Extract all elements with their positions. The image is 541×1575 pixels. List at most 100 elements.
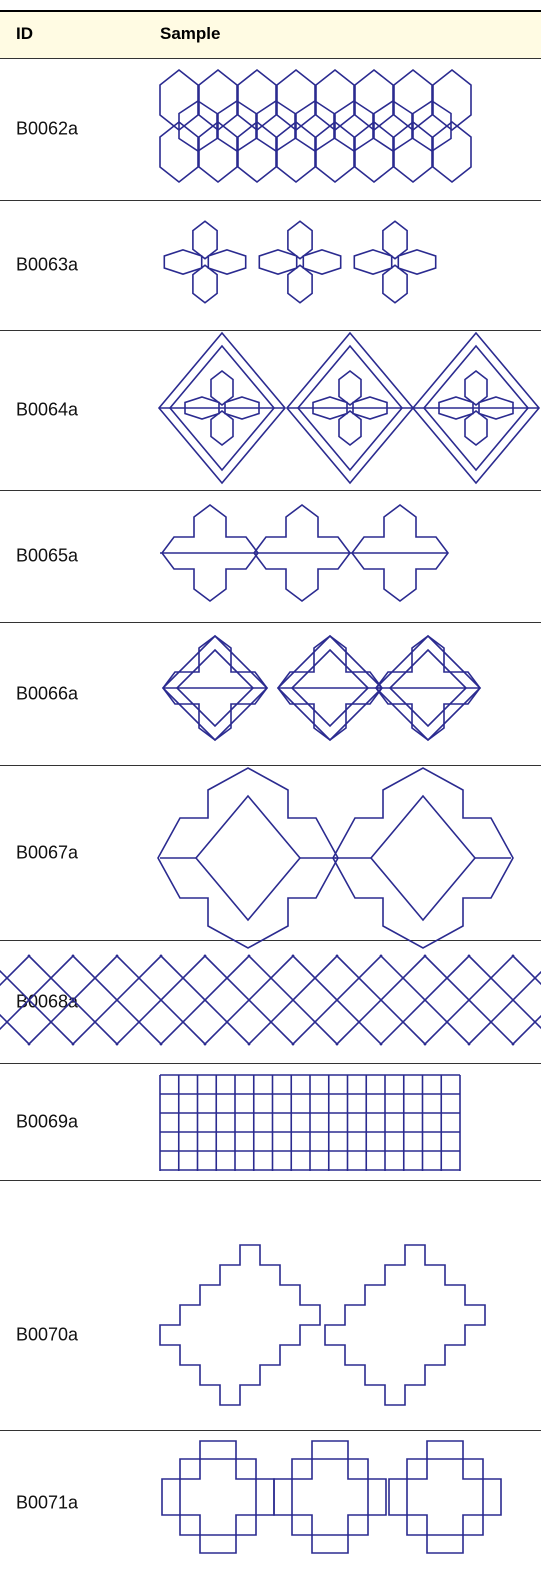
pattern-stroke: [287, 264, 313, 304]
row-id: B0064a: [16, 399, 79, 420]
pattern-stroke: [175, 648, 255, 728]
pattern-stroke: [464, 369, 488, 407]
pattern-stroke: [115, 954, 207, 1046]
row-separator: [0, 330, 541, 331]
row-id: B0067a: [16, 842, 79, 862]
pattern-stroke: [382, 264, 408, 304]
pattern-stroke: [324, 1244, 486, 1406]
pattern-stroke: [0, 954, 31, 987]
pattern-stroke: [351, 504, 449, 602]
pattern-stroke: [423, 954, 515, 1046]
pattern-stroke: [332, 767, 514, 949]
pattern-stroke: [338, 369, 362, 407]
pattern-stroke: [374, 634, 482, 742]
row-id: B0068a: [16, 991, 79, 1011]
pattern-stroke: [161, 504, 259, 602]
row-separator: [0, 765, 541, 766]
pattern-stroke: [198, 120, 238, 184]
pattern-stroke: [203, 954, 295, 1046]
pattern-stroke: [467, 970, 541, 1046]
pattern-stroke: [0, 1013, 31, 1046]
row-id: B0069a: [16, 1111, 79, 1131]
pattern-stroke: [178, 100, 218, 152]
pattern-stroke: [464, 409, 488, 447]
pattern-stroke: [210, 369, 234, 407]
pattern-stroke: [159, 954, 251, 1046]
row-separator: [0, 490, 541, 491]
pattern-stroke: [168, 344, 276, 472]
pattern-stroke: [478, 396, 514, 420]
pattern-stroke: [273, 1440, 387, 1554]
pattern-stroke: [353, 249, 393, 275]
pattern-stroke: [393, 120, 433, 184]
pattern-stroke: [207, 249, 247, 275]
pattern-stroke: [253, 504, 351, 602]
row-id: B0070a: [16, 1324, 79, 1345]
pattern-stroke: [0, 969, 75, 1046]
pattern-stroke: [247, 954, 339, 1046]
pattern-stroke: [411, 331, 541, 485]
pattern-stroke: [352, 396, 388, 420]
row-separator: [0, 1180, 541, 1181]
pattern-stroke: [256, 100, 296, 152]
row-id: B0066a: [16, 683, 79, 703]
pattern-stroke: [192, 264, 218, 304]
row-separator: [0, 1063, 541, 1064]
pattern-stroke: [375, 635, 481, 741]
pattern-stroke: [258, 249, 298, 275]
pattern-stroke: [388, 648, 468, 728]
pattern-stroke: [382, 220, 408, 260]
pattern-stroke: [157, 331, 287, 485]
row-separator: [0, 940, 541, 941]
pattern-stroke: [315, 120, 355, 184]
pattern-stroke: [210, 409, 234, 447]
table-header: ID Sample: [0, 10, 541, 59]
pattern-stroke: [295, 100, 335, 152]
pattern-stroke: [432, 68, 472, 132]
pattern-stroke: [373, 100, 413, 152]
row-id: B0071a: [16, 1492, 79, 1512]
row-id: B0063a: [16, 254, 79, 275]
pattern-stroke: [438, 396, 474, 420]
pattern-stroke: [388, 1440, 502, 1554]
pattern-stroke: [162, 635, 268, 741]
pattern-stroke: [354, 120, 394, 184]
pattern-stroke: [406, 1458, 484, 1536]
row-id: B0065a: [16, 545, 79, 566]
pattern-stroke: [161, 1440, 275, 1554]
pattern-stroke: [296, 344, 404, 472]
pattern-stroke: [159, 1244, 321, 1406]
pattern-stroke: [291, 1458, 369, 1536]
pattern-stroke: [27, 954, 119, 1046]
pattern-stroke: [159, 120, 199, 184]
row-id: B0062a: [16, 118, 79, 138]
pattern-stroke: [71, 954, 163, 1046]
pattern-stroke: [0, 954, 75, 1031]
pattern-stroke: [432, 120, 472, 184]
pattern-stroke: [224, 396, 260, 420]
pattern-stroke: [277, 635, 383, 741]
pattern-stroke: [276, 120, 316, 184]
column-header: ID: [16, 24, 33, 43]
pattern-stroke: [334, 100, 374, 152]
pattern-stroke: [285, 331, 415, 485]
pattern-stroke: [369, 794, 477, 922]
pattern-stroke: [217, 100, 257, 152]
pattern-stroke: [312, 396, 348, 420]
pattern-stroke: [338, 409, 362, 447]
row-separator: [0, 622, 541, 623]
pattern-stroke: [291, 954, 383, 1046]
pattern-stroke: [467, 954, 541, 1030]
pattern-stroke: [194, 794, 302, 922]
pattern-stroke: [290, 648, 370, 728]
pattern-stroke: [511, 1014, 541, 1046]
pattern-stroke: [511, 954, 541, 986]
pattern-stroke: [397, 249, 437, 275]
pattern-stroke: [412, 100, 452, 152]
row-separator: [0, 200, 541, 201]
pattern-stroke: [163, 249, 203, 275]
pattern-stroke: [422, 344, 530, 472]
row-separator: [0, 1430, 541, 1431]
